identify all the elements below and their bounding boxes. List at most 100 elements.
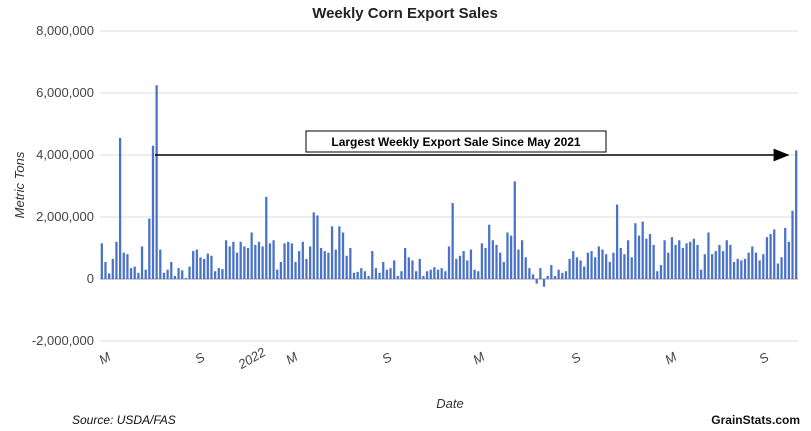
bar [155, 85, 158, 279]
bar [791, 210, 794, 279]
bar [298, 251, 301, 279]
bar [769, 234, 772, 279]
bar [115, 241, 118, 279]
bar [246, 248, 250, 279]
bar [170, 261, 173, 279]
bar [404, 248, 407, 279]
bar [626, 240, 630, 279]
bar [692, 238, 695, 279]
annotation-text: Largest Weekly Export Sale Since May 202… [331, 135, 581, 149]
bar [192, 251, 195, 279]
bar [758, 260, 761, 279]
bar [309, 246, 312, 279]
x-tick-label: S [756, 349, 771, 366]
bar [732, 261, 736, 279]
bar [378, 272, 381, 279]
y-tick-label: -2,000,000 [32, 333, 94, 348]
bar [414, 271, 418, 279]
bar [239, 241, 242, 279]
bar [517, 249, 520, 279]
bar [740, 260, 743, 279]
x-tick-label: M [96, 349, 113, 367]
bar [491, 240, 494, 279]
bar [436, 269, 440, 279]
bar [754, 252, 758, 279]
bar [382, 261, 385, 279]
bar [111, 258, 114, 279]
bar [597, 246, 600, 279]
bar [586, 252, 590, 279]
bar [203, 258, 206, 279]
bar [594, 257, 597, 279]
bar [656, 271, 659, 279]
bar [645, 238, 648, 279]
bar [199, 257, 202, 279]
bar [338, 226, 341, 279]
bar [425, 271, 429, 279]
y-axis-label: Metric Tons [12, 151, 27, 218]
bar [166, 269, 169, 279]
bar [546, 275, 549, 279]
bar [411, 260, 414, 279]
bar [122, 252, 125, 279]
bar [268, 243, 272, 279]
bar [776, 263, 780, 279]
bar [257, 241, 261, 279]
bar [451, 203, 454, 279]
bar [583, 266, 586, 279]
bar [528, 268, 531, 279]
bar [447, 246, 451, 279]
bar [162, 272, 166, 279]
bar [345, 255, 348, 279]
bars [100, 85, 798, 287]
bar [663, 240, 666, 279]
bar [243, 246, 246, 279]
bar [710, 254, 714, 279]
bar [429, 269, 432, 279]
bar [499, 252, 502, 279]
bar [608, 261, 611, 279]
bar [762, 254, 765, 279]
bar [619, 248, 622, 279]
bar [579, 260, 582, 279]
bar [444, 271, 447, 279]
bar [221, 269, 224, 279]
bar [396, 275, 399, 279]
bar [747, 252, 750, 279]
bar [118, 137, 122, 279]
bar [455, 258, 458, 279]
bar [352, 272, 356, 279]
bar [751, 246, 754, 279]
bar [312, 212, 315, 279]
bar [612, 252, 615, 279]
bar [374, 268, 378, 279]
bar [140, 246, 144, 279]
bar [458, 255, 462, 279]
bar [418, 258, 421, 279]
bar [327, 252, 330, 279]
bar [265, 196, 268, 279]
bar [148, 218, 151, 279]
bar [652, 244, 655, 279]
bar [440, 268, 443, 279]
x-tick-label: S [192, 349, 207, 366]
x-axis-label: Date [436, 396, 463, 411]
bar [319, 248, 323, 279]
bar [667, 252, 670, 279]
bar [283, 243, 286, 279]
x-tick-label: 2022 [235, 344, 269, 372]
bar [473, 269, 476, 279]
bar [360, 268, 363, 279]
bar [129, 268, 133, 279]
bar [323, 251, 326, 279]
bar [520, 240, 524, 279]
bar [575, 257, 579, 279]
bar [634, 223, 637, 279]
bar [601, 249, 604, 279]
bar [349, 248, 352, 279]
bar [330, 226, 334, 279]
x-tick-label: M [662, 349, 679, 367]
bar [210, 255, 213, 279]
bar [250, 232, 253, 279]
bar [765, 237, 769, 279]
